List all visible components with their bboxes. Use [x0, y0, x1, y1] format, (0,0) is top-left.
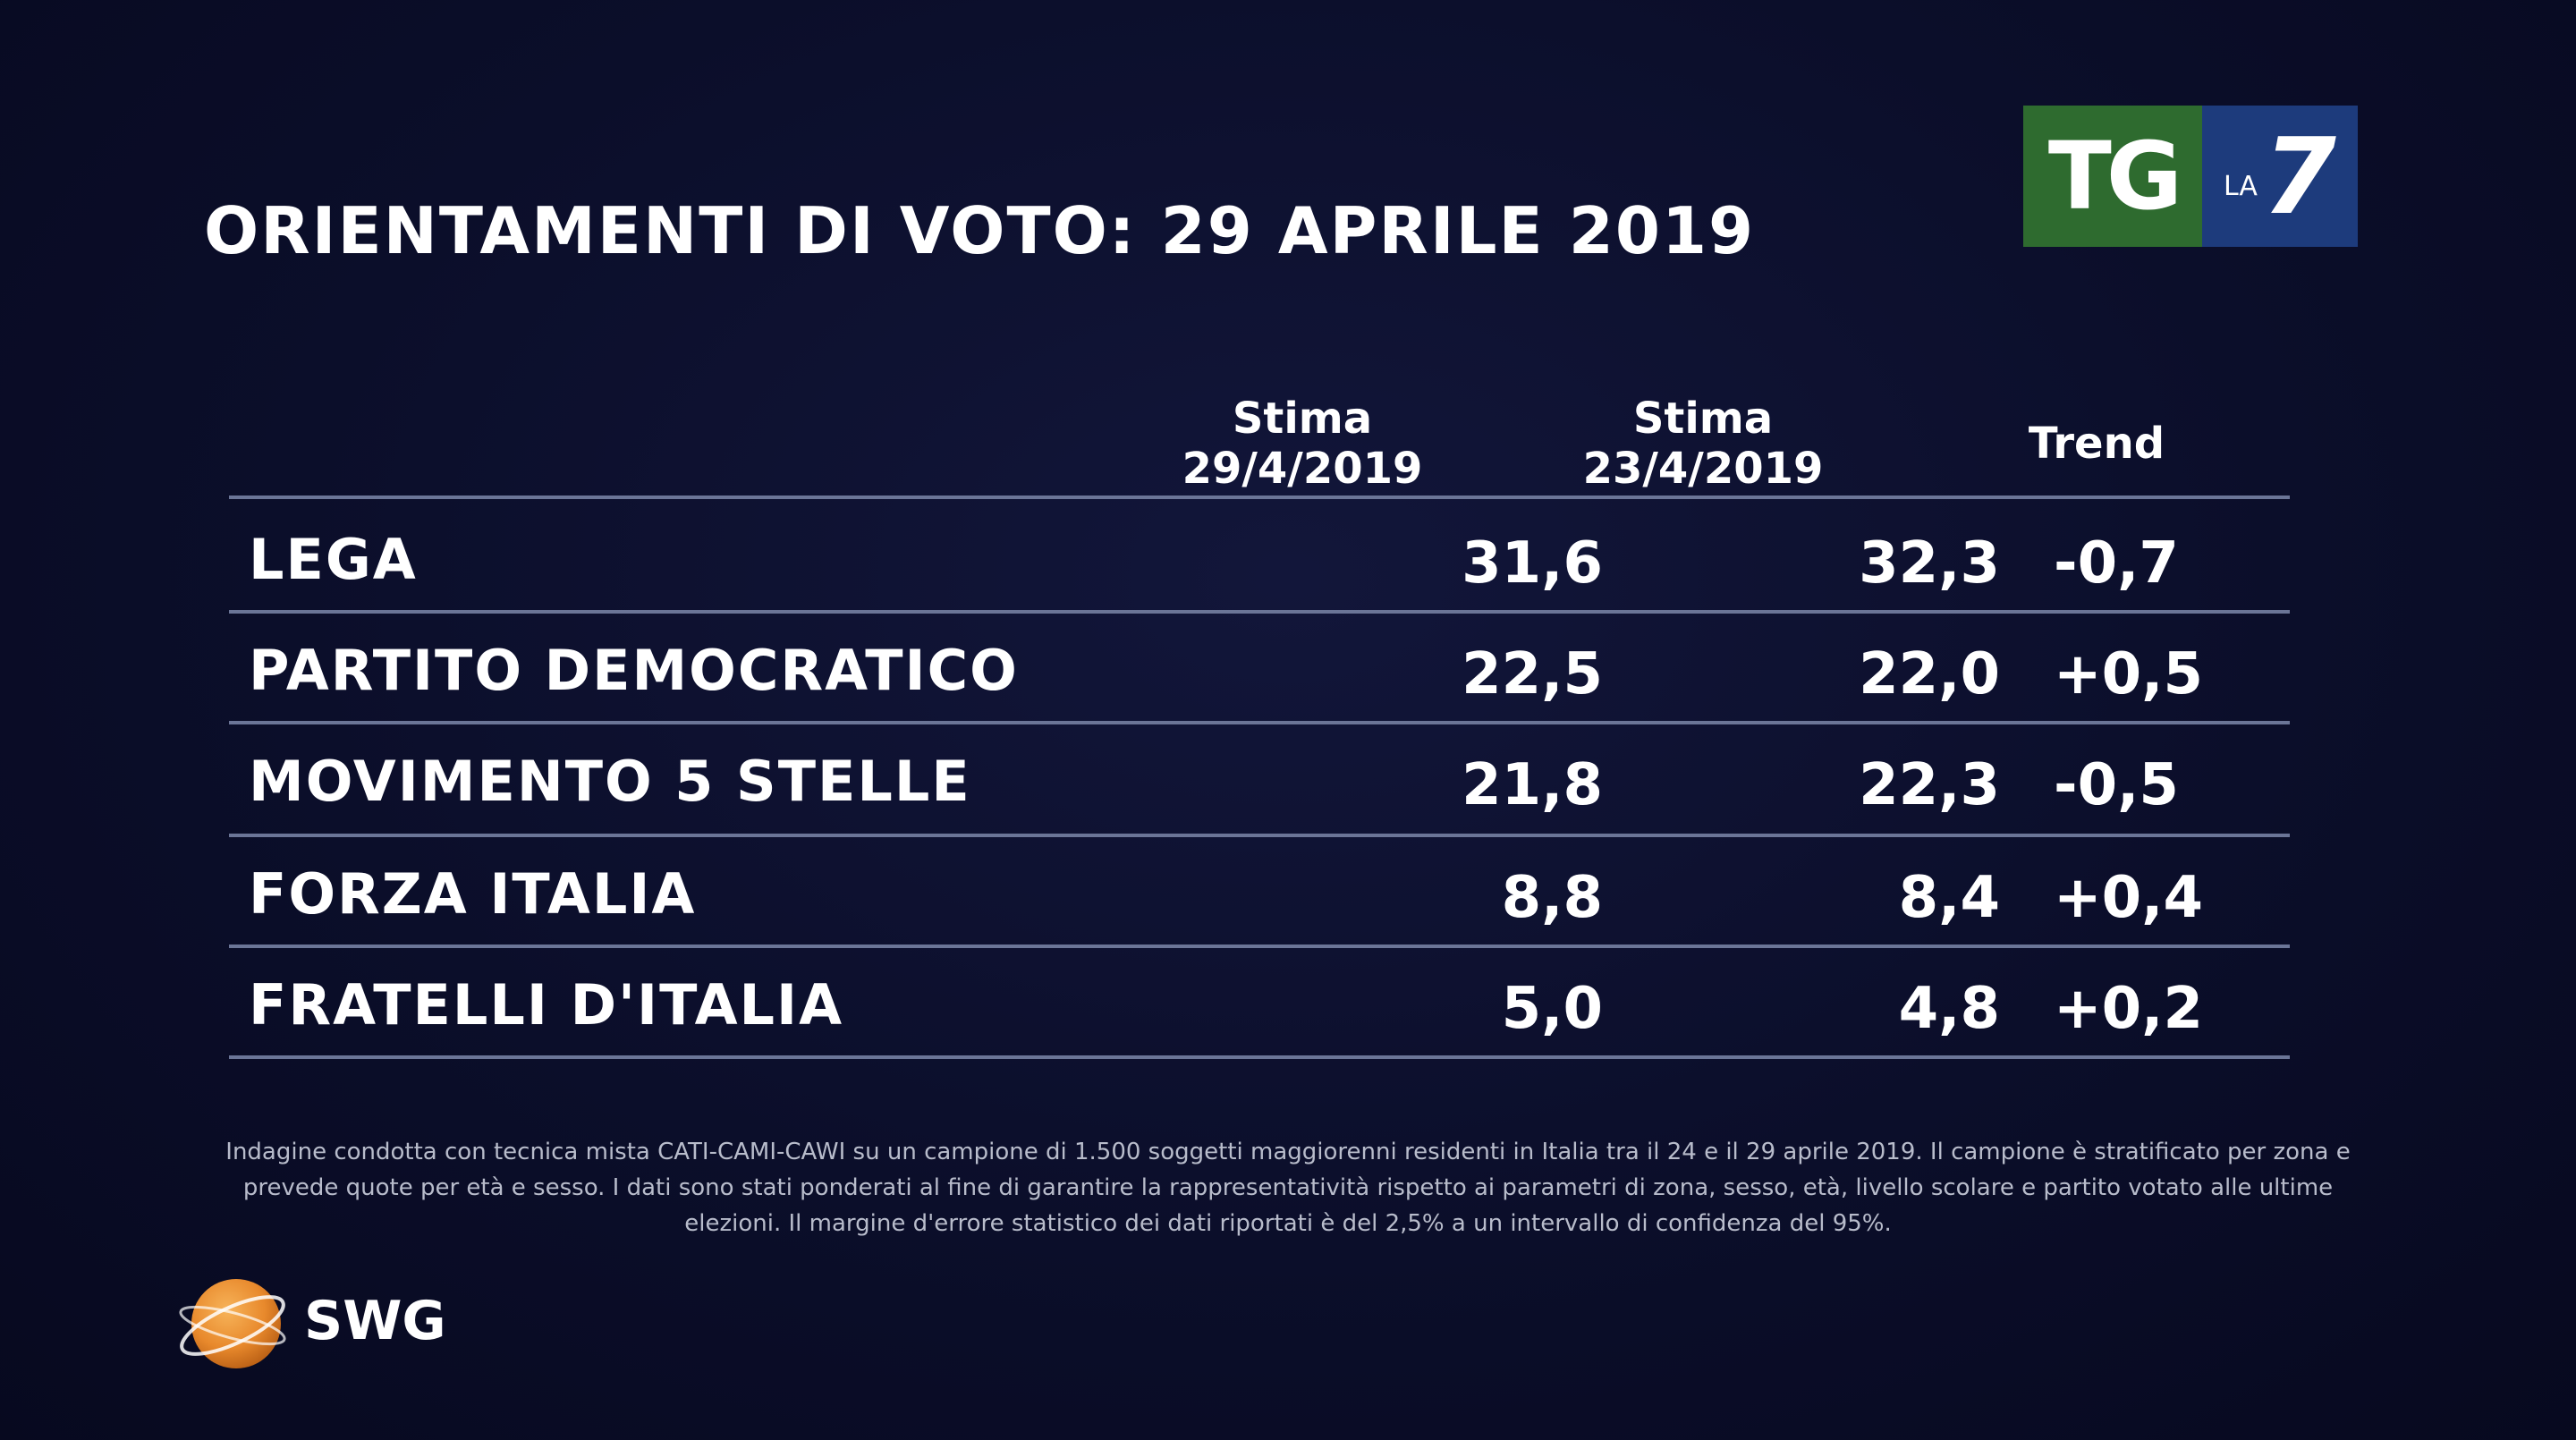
tg-logo-mark: TG	[2023, 106, 2202, 247]
tg-la7-logo: TG LA 7	[2023, 106, 2358, 247]
stima-23-4-value: 22,0	[1859, 641, 2000, 707]
party-name: FORZA ITALIA	[249, 861, 697, 927]
column-header-trend: Trend	[2028, 419, 2165, 469]
methodology-note: Indagine condotta con tecnica mista CATI…	[225, 1139, 2351, 1237]
table-row: FORZA ITALIA 8,8 8,4 +0,4	[229, 839, 2290, 950]
table-row: FRATELLI D'ITALIA 5,0 4,8 +0,2	[229, 950, 2290, 1061]
la7-logo-seven: 7	[2262, 114, 2337, 238]
page-title: ORIENTAMENTI DI VOTO: 29 APRILE 2019	[204, 193, 1756, 268]
party-name: PARTITO DEMOCRATICO	[249, 638, 1019, 703]
party-name: MOVIMENTO 5 STELLE	[249, 749, 971, 814]
stima-29-4-value: 8,8	[1501, 865, 1603, 931]
poll-table: Stima 29/4/2019 Stima 23/4/2019 Trend LE…	[229, 0, 2290, 1073]
table-row: LEGA 31,6 32,3 -0,7	[229, 504, 2290, 615]
column-header-stima-23-4: Stima 23/4/2019	[1524, 394, 1882, 494]
stima-23-4-value: 22,3	[1859, 752, 2000, 818]
column-header-line: Stima	[1232, 394, 1373, 444]
party-name: FRATELLI D'ITALIA	[249, 972, 844, 1038]
stima-23-4-value: 4,8	[1898, 976, 2000, 1042]
table-divider	[229, 721, 2290, 724]
party-name: LEGA	[249, 527, 418, 592]
table-row: MOVIMENTO 5 STELLE 21,8 22,3 -0,5	[229, 726, 2290, 837]
la7-logo-la: LA	[2223, 170, 2258, 202]
table-divider	[229, 610, 2290, 614]
stima-23-4-value: 8,4	[1898, 865, 2000, 931]
column-header-stima-29-4: Stima 29/4/2019	[1123, 394, 1481, 494]
column-header-line: 23/4/2019	[1582, 444, 1824, 494]
stima-29-4-value: 21,8	[1462, 752, 1603, 818]
column-header-line: Stima	[1632, 394, 1774, 444]
stima-29-4-value: 31,6	[1462, 530, 1603, 597]
trend-value: -0,7	[2054, 530, 2179, 597]
table-row: PARTITO DEMOCRATICO 22,5 22,0 +0,5	[229, 615, 2290, 726]
table-divider	[229, 834, 2290, 837]
trend-value: -0,5	[2054, 752, 2179, 818]
trend-value: +0,2	[2054, 976, 2203, 1042]
swg-brand-name: SWG	[304, 1290, 446, 1352]
table-divider	[229, 1055, 2290, 1059]
stima-29-4-value: 22,5	[1462, 641, 1603, 707]
trend-value: +0,4	[2054, 865, 2203, 931]
table-divider	[229, 496, 2290, 499]
column-header-line: 29/4/2019	[1182, 444, 1423, 494]
swg-globe-icon	[179, 1279, 286, 1368]
trend-value: +0,5	[2054, 641, 2203, 707]
stima-23-4-value: 32,3	[1859, 530, 2000, 597]
table-divider	[229, 944, 2290, 948]
la7-logo-mark: LA 7	[2202, 106, 2358, 247]
stima-29-4-value: 5,0	[1501, 976, 1603, 1042]
